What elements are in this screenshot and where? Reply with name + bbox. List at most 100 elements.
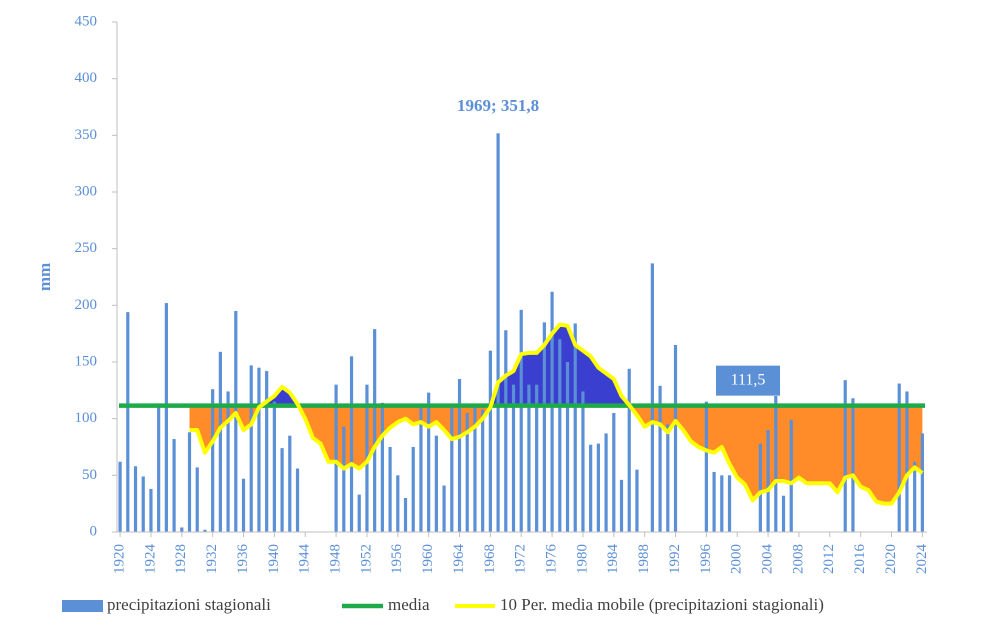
bar	[272, 401, 276, 532]
bar	[704, 401, 708, 532]
bar	[635, 469, 639, 532]
x-tick-label: 1988	[636, 544, 652, 574]
bar	[373, 329, 377, 532]
bar	[419, 407, 423, 532]
bar	[558, 339, 562, 532]
bar	[187, 432, 192, 532]
bar	[226, 391, 230, 532]
x-tick-label: 1940	[266, 544, 282, 574]
y-tick-label: 50	[82, 467, 97, 483]
bar	[203, 529, 207, 532]
bar	[234, 311, 238, 532]
x-tick-label: 2016	[852, 544, 868, 575]
x-tick-label: 1964	[451, 544, 467, 575]
bar	[920, 433, 924, 532]
bar	[727, 475, 732, 532]
bar	[535, 384, 539, 532]
moving-average-line	[189, 322, 924, 506]
bar	[712, 471, 716, 532]
bar	[249, 365, 253, 532]
bar	[388, 447, 392, 532]
bar	[504, 330, 508, 532]
bar	[280, 448, 284, 532]
bar	[627, 368, 631, 532]
x-tick-label: 1920	[112, 544, 128, 574]
bar	[789, 419, 793, 532]
bar	[766, 430, 770, 532]
y-tick-label: 0	[90, 523, 98, 539]
x-tick-label: 1972	[513, 544, 529, 574]
x-tick-label: 1948	[328, 544, 344, 574]
bar	[851, 398, 855, 532]
media-label: 111,5	[731, 371, 766, 388]
bar	[118, 461, 122, 532]
bar	[519, 309, 523, 532]
bar	[496, 133, 500, 532]
x-tick-label: 1952	[358, 544, 374, 574]
legend-swatch	[62, 600, 103, 612]
bar	[673, 345, 678, 532]
x-tick-label: 1936	[235, 544, 251, 575]
x-tick-label: 1932	[204, 544, 220, 574]
x-tick-label: 1996	[698, 544, 714, 575]
bar	[573, 323, 577, 532]
bar	[411, 447, 415, 532]
y-axis-label: mm	[35, 263, 54, 291]
surplus-area	[189, 324, 923, 406]
bar	[450, 407, 454, 532]
bar	[612, 413, 616, 532]
bar	[396, 475, 400, 532]
legend-label: media	[388, 595, 430, 614]
bar	[619, 479, 624, 532]
bar	[133, 466, 138, 532]
bar	[126, 312, 130, 532]
x-tick-label: 1968	[482, 544, 498, 574]
bar	[211, 389, 215, 532]
bar	[905, 391, 909, 532]
bar	[542, 322, 546, 532]
y-tick-label: 450	[75, 13, 98, 29]
y-tick-label: 400	[75, 70, 98, 86]
bar	[427, 392, 431, 532]
legend-label: precipitazioni stagionali	[107, 595, 271, 614]
bar	[843, 380, 847, 532]
y-tick-label: 250	[75, 240, 98, 256]
bar	[141, 476, 145, 532]
media-label-box	[716, 365, 780, 396]
bar	[481, 409, 485, 532]
bar	[380, 402, 384, 532]
bar	[218, 351, 222, 532]
bar	[650, 263, 654, 532]
y-tick-label: 200	[75, 297, 98, 313]
bar	[666, 424, 670, 532]
bar	[465, 413, 469, 532]
x-tick-label: 1980	[574, 544, 590, 574]
bar	[589, 444, 593, 532]
bar	[195, 467, 199, 532]
y-tick-label: 100	[75, 410, 98, 426]
x-tick-label: 2020	[883, 544, 899, 574]
bar	[511, 384, 516, 532]
bar	[434, 435, 438, 532]
bar	[334, 384, 338, 532]
bar	[349, 356, 354, 532]
x-tick-label: 1956	[389, 544, 405, 575]
bar	[658, 385, 662, 532]
bar	[473, 407, 477, 532]
y-tick-label: 150	[75, 353, 98, 369]
x-tick-label: 2008	[790, 544, 806, 574]
bar	[342, 426, 346, 532]
bar	[157, 407, 161, 532]
bar	[596, 443, 600, 532]
bar	[257, 367, 261, 532]
bar	[758, 443, 762, 532]
y-tick-label: 350	[75, 127, 98, 143]
peak-annotation: 1969; 351,8	[457, 96, 539, 115]
x-tick-label: 1976	[544, 544, 560, 575]
x-tick-label: 1960	[420, 544, 436, 574]
x-tick-label: 2000	[729, 544, 745, 574]
bar	[149, 488, 153, 532]
bar	[180, 527, 184, 532]
